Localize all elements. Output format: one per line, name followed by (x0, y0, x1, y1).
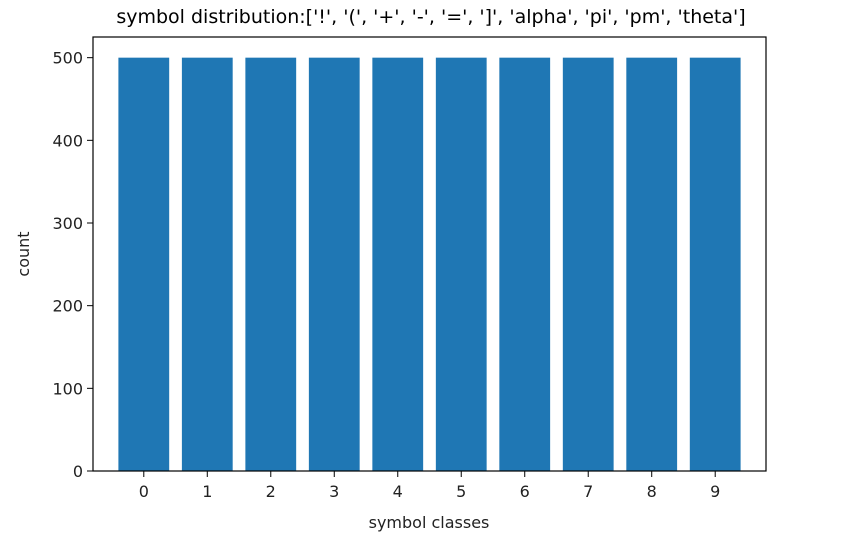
bar-1 (181, 57, 233, 472)
x-tick-label-5: 5 (456, 482, 466, 501)
y-axis-label: count (14, 231, 33, 276)
x-tick-label-9: 9 (710, 482, 720, 501)
y-tick-label-200: 200 (52, 297, 83, 316)
bar-0 (118, 57, 170, 472)
y-tick-label-300: 300 (52, 214, 83, 233)
plot-frame (92, 36, 767, 472)
x-tick-label-6: 6 (520, 482, 530, 501)
x-tick-label-2: 2 (266, 482, 276, 501)
chart-title: symbol distribution:['!', '(', '+', '-',… (116, 6, 745, 28)
y-axis-ticks: 0 100 200 300 400 500 (52, 49, 93, 481)
bar-3 (308, 57, 360, 472)
x-tick-label-0: 0 (139, 482, 149, 501)
y-tick-label-500: 500 (52, 49, 83, 68)
y-tick-label-0: 0 (73, 462, 83, 481)
x-tick-label-7: 7 (583, 482, 593, 501)
bar-4 (372, 57, 424, 472)
x-tick-label-8: 8 (647, 482, 657, 501)
bar-7 (562, 57, 614, 472)
bar-9 (689, 57, 741, 472)
bar-5 (435, 57, 487, 472)
bar-8 (626, 57, 678, 472)
y-tick-label-400: 400 (52, 131, 83, 150)
x-tick-label-1: 1 (202, 482, 212, 501)
x-tick-label-3: 3 (329, 482, 339, 501)
x-tick-label-4: 4 (393, 482, 403, 501)
x-axis-ticks: 0 1 2 3 4 5 6 7 8 9 (139, 471, 720, 501)
y-tick-label-100: 100 (52, 379, 83, 398)
bar-2 (245, 57, 297, 472)
bar-6 (499, 57, 551, 472)
bars-group (118, 57, 741, 472)
x-axis-label: symbol classes (369, 513, 490, 532)
